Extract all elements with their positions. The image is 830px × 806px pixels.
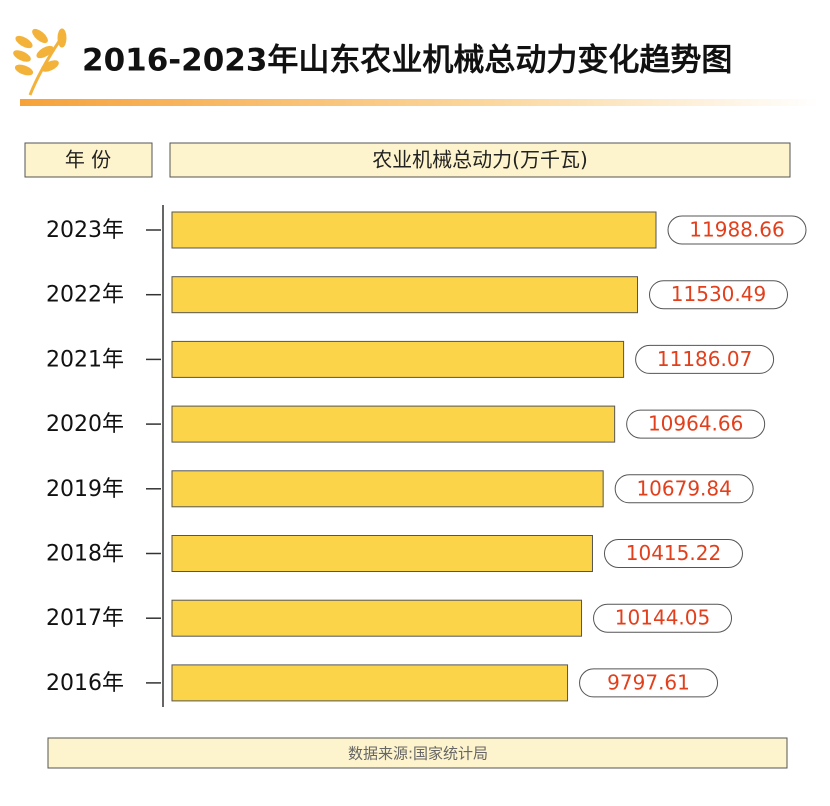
y-tick-label: 2023年 — [46, 218, 124, 243]
bar — [171, 340, 625, 378]
bar — [171, 664, 569, 702]
y-tick-label: 2021年 — [46, 347, 124, 372]
value-label-box — [603, 539, 743, 568]
y-tick-label: 2020年 — [46, 412, 124, 437]
value-label-box — [614, 474, 754, 504]
value-label-box — [593, 603, 733, 633]
y-tick-label: 2018年 — [46, 542, 124, 567]
value-label: 10964.66 — [648, 412, 743, 436]
bar — [171, 599, 583, 637]
wheat-icon — [13, 28, 67, 96]
value-label: 11530.49 — [671, 282, 766, 306]
header-box — [169, 142, 791, 178]
category-header: 年 份 — [65, 148, 111, 172]
y-tick-label: 2019年 — [46, 477, 124, 502]
y-tick-label: 2022年 — [46, 283, 124, 308]
bar — [171, 470, 604, 508]
source: 数据来源:国家统计局 — [348, 745, 488, 763]
bar — [171, 535, 593, 572]
chart-title: 2016-2023年山东农业机械总动力变化趋势图 — [82, 43, 732, 79]
value-label-box — [579, 668, 719, 698]
title-underline — [20, 99, 820, 106]
bar — [171, 211, 657, 249]
value-label: 10679.84 — [636, 476, 731, 500]
value-label-box — [649, 280, 789, 310]
header-box — [24, 142, 153, 178]
value-label: 10144.05 — [615, 606, 710, 630]
value-label-box — [626, 409, 766, 439]
value-label-box — [667, 215, 807, 245]
y-tick-label: 2017年 — [46, 606, 124, 631]
value-header: 农业机械总动力(万千瓦) — [372, 148, 588, 172]
bar — [171, 405, 616, 443]
y-tick-label: 2016年 — [46, 671, 124, 696]
value-label-box — [635, 344, 775, 374]
value-label: 9797.61 — [607, 670, 690, 694]
value-label: 11988.66 — [689, 218, 784, 242]
value-label: 11186.07 — [657, 347, 752, 371]
bar — [171, 276, 639, 314]
footer-box — [47, 737, 788, 769]
value-label: 10415.22 — [626, 541, 721, 565]
